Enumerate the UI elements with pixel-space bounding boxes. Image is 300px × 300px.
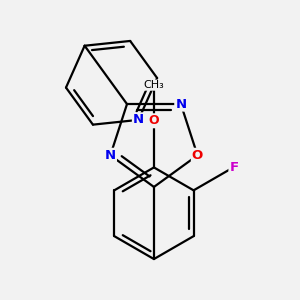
Text: N: N — [175, 98, 186, 111]
Text: N: N — [105, 149, 116, 162]
Text: F: F — [230, 160, 238, 173]
Text: O: O — [192, 149, 203, 162]
Text: N: N — [133, 113, 144, 126]
Text: O: O — [148, 114, 159, 127]
Text: CH₃: CH₃ — [144, 80, 164, 90]
